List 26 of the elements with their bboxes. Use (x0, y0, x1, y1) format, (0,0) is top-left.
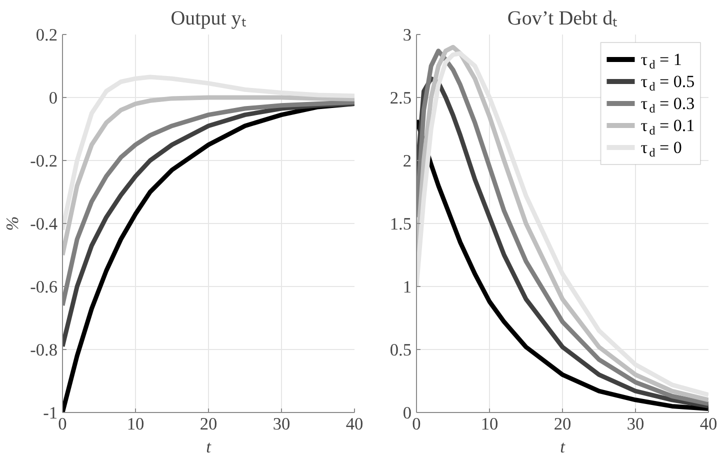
y-tick-label: 2 (402, 152, 412, 170)
y-tick-label: 1 (402, 278, 412, 296)
y-tick-label: -0.8 (30, 340, 58, 360)
x-tick-label: 30 (272, 414, 290, 434)
y-tick-label: 1.5 (390, 214, 412, 234)
x-tick-label: 10 (126, 414, 144, 434)
y-tick-label: 2.5 (390, 88, 412, 108)
x-tick-label: 10 (480, 414, 498, 434)
chart-title: Gov’t Debt dₜ (507, 8, 618, 30)
y-tick-label: -0.4 (30, 214, 58, 234)
x-axis-title: t (560, 438, 566, 456)
y-tick-label: 3 (402, 26, 412, 44)
x-tick-label: 20 (554, 414, 572, 434)
y-axis-title: % (3, 216, 22, 231)
x-tick-label: 30 (626, 414, 644, 434)
chart-title: Output yₜ (170, 8, 246, 30)
x-axis-title: t (206, 438, 212, 456)
y-tick-label: 0.2 (36, 26, 58, 44)
x-tick-label: 20 (200, 414, 218, 434)
x-tick-label: 40 (700, 414, 718, 434)
y-tick-label: -1 (43, 404, 58, 422)
x-tick-label: 40 (346, 414, 364, 434)
y-tick-label: -0.2 (30, 152, 58, 170)
y-tick-label: -0.6 (30, 278, 58, 296)
y-tick-label: 0.5 (390, 340, 412, 360)
y-tick-label: 0 (48, 88, 58, 108)
